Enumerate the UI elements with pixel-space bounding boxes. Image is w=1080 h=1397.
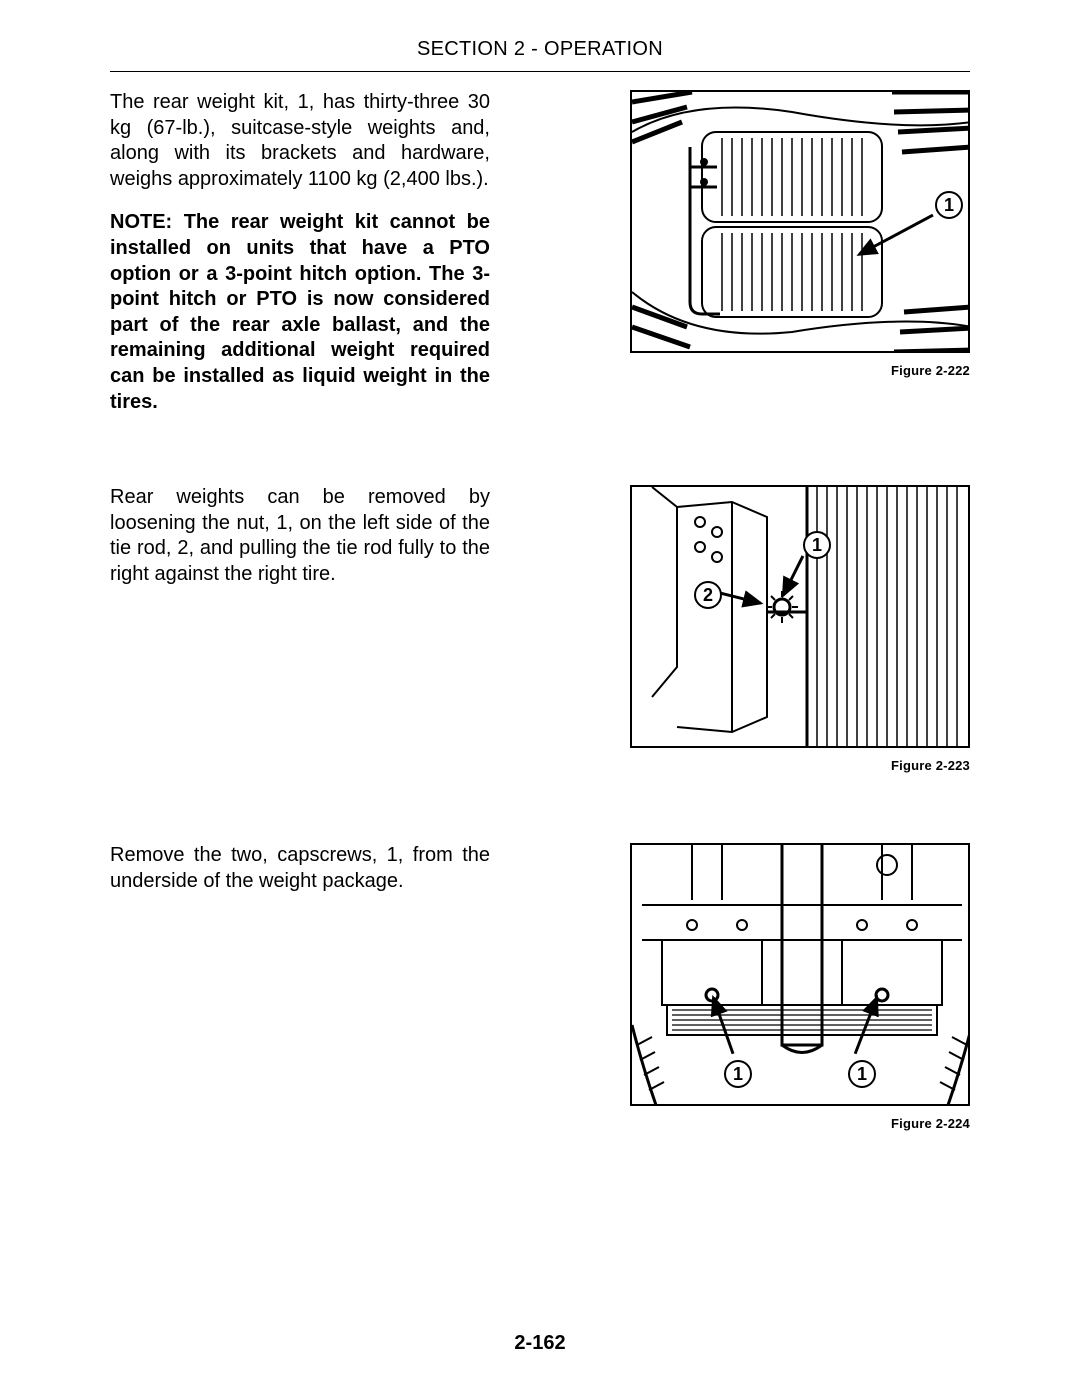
figure-box: 11	[630, 843, 970, 1106]
diagram-icon	[632, 487, 970, 748]
text-column: Rear weights can be removed by loosening…	[110, 485, 490, 587]
figure-caption: Figure 2-223	[891, 758, 970, 773]
diagram-icon	[632, 92, 970, 353]
page-number: 2-162	[0, 1332, 1080, 1355]
callout-bubble: 1	[803, 531, 831, 559]
manual-page: SECTION 2 - OPERATION The rear weight ki…	[0, 0, 1080, 1397]
figure-column: 1 Figure 2-222	[520, 90, 970, 378]
figure-caption: Figure 2-224	[891, 1116, 970, 1131]
figure-box: 12	[630, 485, 970, 748]
header-rule	[110, 71, 970, 72]
callout-bubble: 2	[694, 581, 722, 609]
content-row: Rear weights can be removed by loosening…	[110, 485, 970, 773]
note-paragraph: NOTE: The rear weight kit cannot be inst…	[110, 210, 490, 415]
callout-bubble: 1	[724, 1060, 752, 1088]
callout-bubble: 1	[935, 191, 963, 219]
section-header: SECTION 2 - OPERATION	[110, 38, 970, 71]
paragraph: The rear weight kit, 1, has thirty-three…	[110, 90, 490, 192]
content-row: The rear weight kit, 1, has thirty-three…	[110, 90, 970, 415]
paragraph: Remove the two, capscrews, 1, from the u…	[110, 843, 490, 894]
callout-bubble: 1	[848, 1060, 876, 1088]
figure-caption: Figure 2-222	[891, 363, 970, 378]
paragraph: Rear weights can be removed by loosening…	[110, 485, 490, 587]
figure-box: 1	[630, 90, 970, 353]
figure-column: 12 Figure 2-223	[520, 485, 970, 773]
content-row: Remove the two, capscrews, 1, from the u…	[110, 843, 970, 1131]
text-column: The rear weight kit, 1, has thirty-three…	[110, 90, 490, 415]
diagram-icon	[632, 845, 970, 1106]
figure-column: 11 Figure 2-224	[520, 843, 970, 1131]
text-column: Remove the two, capscrews, 1, from the u…	[110, 843, 490, 894]
